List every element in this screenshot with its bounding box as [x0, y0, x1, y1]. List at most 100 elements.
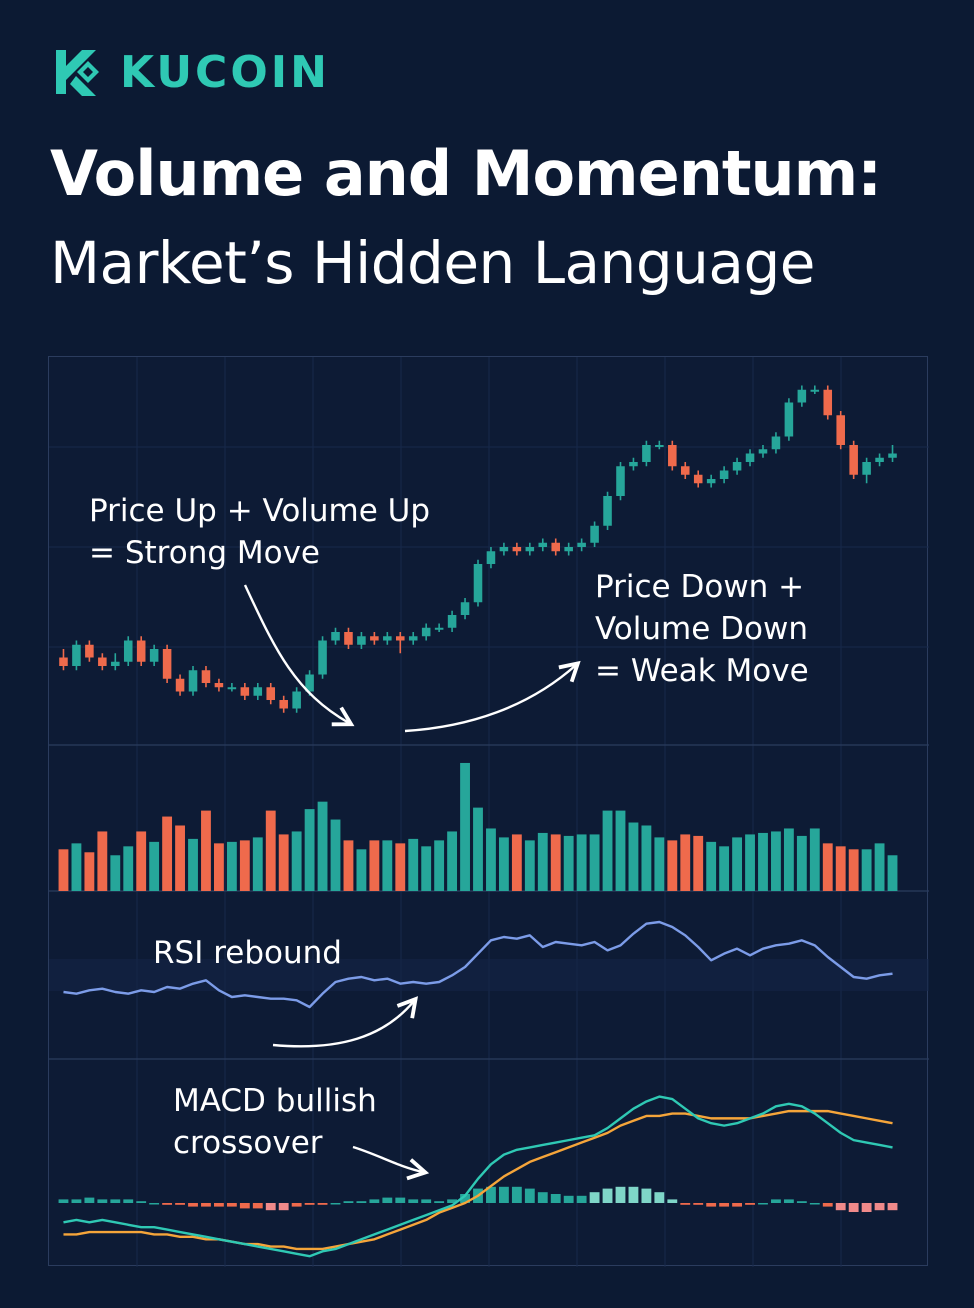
candle-body: [499, 547, 509, 552]
volume-bar: [887, 855, 898, 891]
annotation-weak-move: Price Down + Volume Down = Weak Move: [595, 569, 818, 689]
page-subtitle: Market’s Hidden Language: [50, 229, 815, 297]
candle-body: [201, 670, 211, 683]
macd-histogram-bar: [680, 1203, 691, 1205]
candle-body: [240, 687, 250, 696]
candle-body: [758, 449, 768, 454]
candle-body: [408, 636, 418, 641]
volume-bar: [460, 762, 470, 891]
candle-body: [719, 470, 729, 479]
candle-body: [564, 547, 573, 552]
macd-histogram-bar: [719, 1203, 730, 1207]
volume-bar: [563, 835, 574, 891]
macd-histogram-bar: [615, 1186, 626, 1203]
macd-histogram-bar: [97, 1199, 108, 1203]
candle-body: [59, 657, 68, 666]
candle-body: [590, 525, 599, 543]
macd-histogram-bar: [175, 1203, 185, 1205]
candle-body: [123, 640, 133, 662]
volume-bar: [822, 843, 833, 891]
macd-histogram-bar: [706, 1203, 717, 1207]
candle-body: [486, 551, 496, 564]
candle-body: [175, 678, 185, 692]
volume-bar: [382, 840, 393, 891]
candle-body: [85, 644, 94, 658]
volume-bar: [550, 834, 561, 891]
macd-histogram-bar: [162, 1203, 173, 1205]
macd-histogram-bar: [58, 1199, 69, 1203]
candle-body: [253, 687, 263, 696]
volume-bar: [343, 840, 354, 891]
volume-panel: [58, 762, 898, 891]
candle-body: [460, 602, 470, 615]
macd-histogram-bar: [641, 1188, 652, 1203]
macd-histogram-bar: [460, 1194, 470, 1203]
macd-histogram-bar: [874, 1203, 885, 1211]
chart-frame: Price Up + Volume Up = Strong Move Price…: [48, 356, 929, 1267]
macd-histogram-bar: [434, 1201, 445, 1203]
volume-bar: [589, 834, 600, 891]
volume-bar: [239, 840, 250, 891]
macd-line: [63, 1095, 893, 1258]
candle-body: [823, 389, 833, 416]
volume-bar: [447, 831, 458, 891]
volume-bar: [537, 832, 548, 891]
weak-move-line1: Price Down +: [595, 569, 804, 605]
volume-bar: [265, 810, 276, 891]
strong-move-line1: Price Up + Volume Up: [89, 493, 430, 529]
rsi-band: [49, 959, 929, 991]
macd-histogram-bar: [330, 1203, 341, 1205]
volume-bar: [369, 840, 380, 891]
macd-histogram-bar: [84, 1197, 95, 1203]
candle-body: [279, 700, 288, 709]
volume-bar: [641, 825, 652, 891]
volume-bar: [226, 841, 237, 891]
volume-bar: [201, 810, 211, 891]
macd-histogram-bar: [745, 1203, 755, 1205]
macd-histogram-bar: [239, 1203, 250, 1209]
macd-histogram-bar: [524, 1188, 535, 1203]
volume-bar: [291, 831, 302, 891]
candle-body: [525, 547, 535, 552]
macd-line1: MACD bullish: [173, 1083, 377, 1119]
candle-body: [72, 644, 81, 666]
candle-body: [98, 657, 107, 666]
macd-histogram-bar: [149, 1203, 160, 1205]
macd-line2: crossover: [173, 1125, 323, 1161]
candle-body: [784, 402, 794, 437]
macd-histogram-bar: [382, 1197, 393, 1203]
candle-body: [862, 462, 871, 475]
candle-body: [357, 636, 366, 645]
volume-bar: [874, 843, 885, 891]
volume-bar: [524, 840, 535, 891]
macd-histogram-bar: [732, 1203, 742, 1207]
volume-bar: [628, 822, 639, 891]
volume-bar: [654, 837, 665, 891]
macd-histogram-bar: [628, 1186, 639, 1203]
macd-histogram-bar: [822, 1203, 833, 1207]
macd-panel: [58, 1095, 898, 1258]
macd-histogram-bar: [537, 1192, 548, 1203]
candle-body: [668, 445, 677, 467]
macd-histogram-bar: [395, 1197, 406, 1203]
volume-bar: [732, 837, 742, 891]
macd-histogram-bar: [771, 1199, 781, 1203]
annotation-macd: MACD bullish crossover: [173, 1083, 387, 1161]
volume-bar: [758, 832, 768, 891]
macd-histogram-bar: [861, 1203, 872, 1212]
volume-bar: [783, 828, 794, 891]
chart-svg: Price Up + Volume Up = Strong Move Price…: [49, 357, 929, 1267]
volume-bar: [809, 828, 820, 891]
candle-body: [188, 670, 198, 692]
macd-histogram-bar: [602, 1188, 613, 1203]
volume-bar: [615, 810, 626, 891]
macd-histogram-bar: [123, 1199, 134, 1203]
volume-bar: [188, 838, 198, 891]
volume-bar: [97, 831, 108, 891]
kucoin-logo-icon: [56, 50, 99, 96]
candle-body: [292, 691, 301, 709]
volume-bar: [848, 849, 859, 891]
volume-bar: [149, 841, 160, 891]
macd-histogram-bar: [291, 1203, 302, 1207]
page-title: Volume and Momentum:: [50, 137, 882, 210]
